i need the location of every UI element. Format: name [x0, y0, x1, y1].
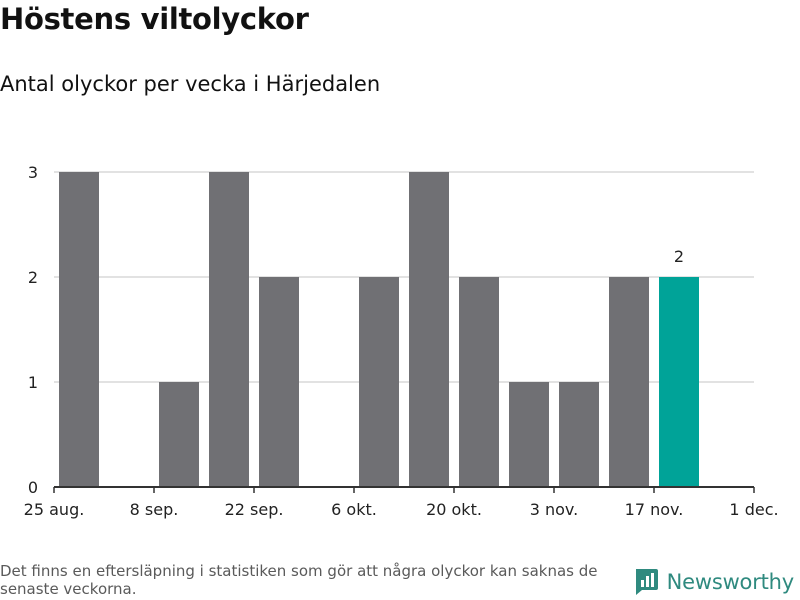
- bar-10 nov.: [609, 277, 649, 487]
- x-tick-label: 25 aug.: [24, 500, 85, 519]
- bar-25 aug.: [59, 172, 99, 487]
- bar-6 okt.: [359, 277, 399, 487]
- x-tick-label: 6 okt.: [331, 500, 377, 519]
- bar-8 sep.: [159, 382, 199, 487]
- x-tick-label: 17 nov.: [625, 500, 684, 519]
- y-tick-label: 3: [28, 163, 38, 182]
- x-tick-label: 1 dec.: [729, 500, 778, 519]
- bar-15 sep.: [209, 172, 249, 487]
- y-tick-label: 0: [28, 478, 38, 497]
- y-tick-label: 1: [28, 373, 38, 392]
- axes: 0 1 2 3 25 aug. 8 sep. 22 sep. 6 okt. 20 okt. 3 n…: [24, 163, 779, 519]
- x-tick-label: 20 okt.: [426, 500, 482, 519]
- data-label: 2: [674, 247, 684, 266]
- data-labels: 2: [674, 247, 684, 266]
- chart-subtitle: Antal olyckor per vecka i Härjedalen: [0, 72, 381, 96]
- y-tick-label: 2: [28, 268, 38, 287]
- bars: [59, 172, 699, 487]
- chart-title: Höstens viltolyckor: [0, 2, 309, 36]
- bar-17 nov.: [659, 277, 699, 487]
- brand-name: Newsworthy: [666, 570, 795, 594]
- bar-3 nov.: [559, 382, 599, 487]
- newsworthy-logo-icon: [635, 569, 658, 595]
- bar-22 sep.: [259, 277, 299, 487]
- bar-13 okt.: [409, 172, 449, 487]
- footnote: Det finns en eftersläpning i statistiken…: [0, 562, 598, 598]
- x-tick-label: 22 sep.: [225, 500, 284, 519]
- x-tick-label: 8 sep.: [130, 500, 179, 519]
- x-tick-label: 3 nov.: [530, 500, 579, 519]
- bar-27 okt.: [509, 382, 549, 487]
- brand-logo[interactable]: Newsworthy: [633, 568, 794, 596]
- bar-20 okt.: [459, 277, 499, 487]
